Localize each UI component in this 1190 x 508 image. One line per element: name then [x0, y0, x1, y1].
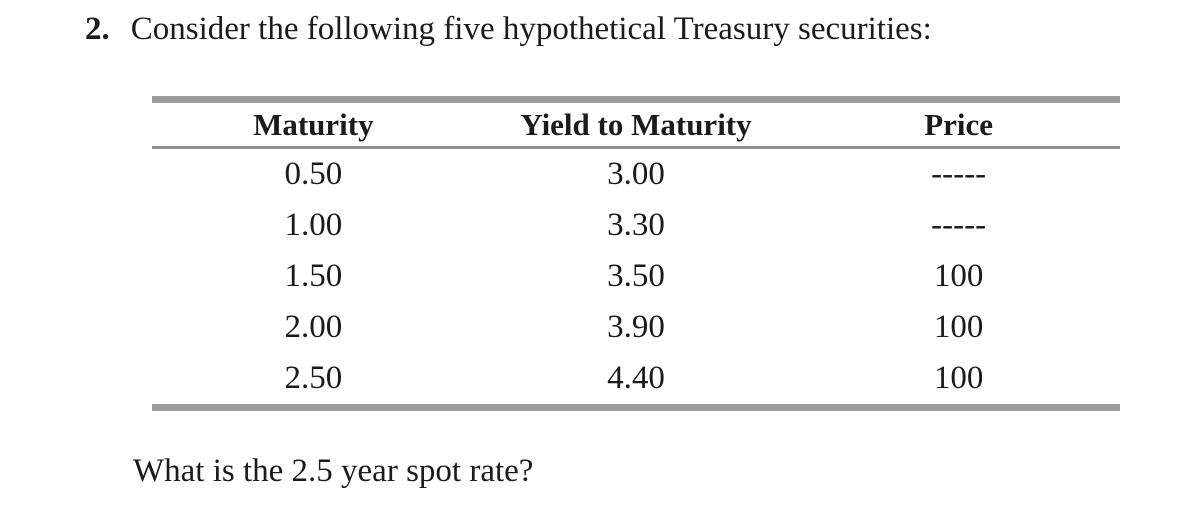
table-row: 2.00 3.90 100	[152, 302, 1120, 353]
cell-yield: 3.50	[607, 258, 665, 294]
question-text: Consider the following five hypothetical…	[130, 11, 932, 47]
cell-maturity: 1.50	[284, 258, 343, 294]
cell-maturity: 0.50	[284, 156, 343, 192]
cell-price: -----	[931, 156, 987, 192]
table-row: 2.50 4.40 100	[152, 353, 1120, 404]
cell-yield: 3.00	[607, 156, 665, 192]
cell-yield: 3.30	[607, 207, 665, 243]
table-top-rule	[152, 96, 1120, 103]
table-bottom-rule	[152, 404, 1120, 411]
header-yield-to-maturity: Yield to Maturity	[520, 106, 752, 142]
followup-question: What is the 2.5 year spot rate?	[133, 453, 534, 489]
cell-yield: 4.40	[607, 360, 665, 396]
table-row: 1.00 3.30 -----	[152, 200, 1120, 251]
cell-price: -----	[931, 207, 987, 243]
cell-yield: 3.90	[607, 309, 665, 345]
header-price: Price	[924, 106, 994, 142]
cell-price: 100	[933, 360, 984, 396]
securities-table: Maturity Yield to Maturity Price 0.50 3.…	[152, 96, 1120, 411]
cell-maturity: 2.50	[284, 360, 343, 396]
table-row: 1.50 3.50 100	[152, 251, 1120, 302]
cell-maturity: 1.00	[284, 207, 343, 243]
header-maturity: Maturity	[253, 106, 374, 142]
cell-maturity: 2.00	[284, 309, 343, 345]
question-line: 2. Consider the following five hypothetic…	[85, 8, 932, 50]
table-header-row: Maturity Yield to Maturity Price	[152, 103, 1120, 146]
header-underline-rule	[152, 146, 1120, 149]
cell-price: 100	[933, 258, 984, 294]
question-number: 2.	[85, 11, 110, 47]
cell-price: 100	[933, 309, 984, 345]
table-row: 0.50 3.00 -----	[152, 149, 1120, 200]
